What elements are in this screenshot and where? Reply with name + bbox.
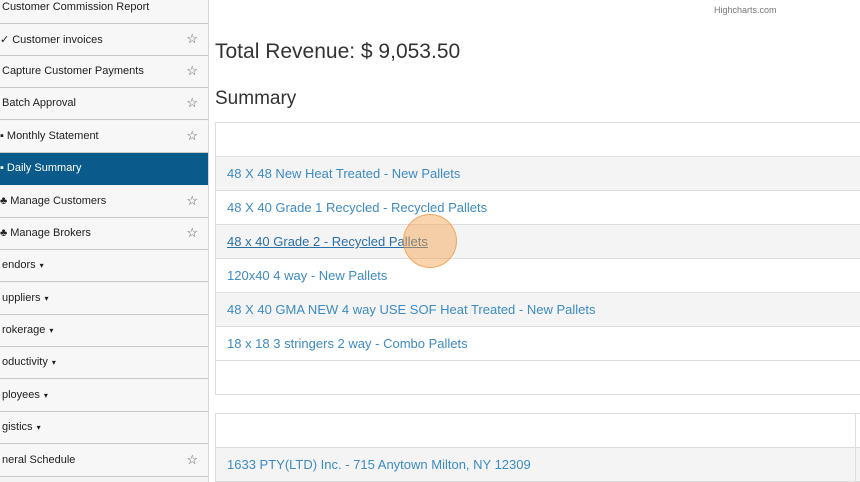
sidebar-item[interactable]: ployees ▾ <box>0 380 208 412</box>
sidebar-item-text: ployees <box>2 389 40 401</box>
sidebar-item-label: gistics ▾ <box>2 421 41 433</box>
sidebar-item-text: Manage Brokers <box>10 227 91 239</box>
sidebar-item-text: Batch Approval <box>2 97 76 109</box>
favorite-star-icon[interactable]: ☆ <box>186 95 198 110</box>
customer-link[interactable]: 1633 PTY(LTD) Inc. - 715 Anytown Milton,… <box>227 457 531 472</box>
total-revenue: Total Revenue: $ 9,053.50 <box>215 40 461 63</box>
caret-down-icon: ▾ <box>43 391 48 400</box>
table-row: 48 x 40 Grade 2 - Recycled Pallets <box>216 225 860 259</box>
product-link[interactable]: 48 x 40 Grade 2 - Recycled Pallets <box>227 234 428 249</box>
favorite-star-icon[interactable]: ☆ <box>186 452 198 467</box>
sidebar-item[interactable]: gistics ▾ <box>0 412 208 444</box>
sidebar-item[interactable]: Customer Commission Report <box>0 0 208 24</box>
favorite-star-icon[interactable]: ☆ <box>186 193 198 208</box>
sidebar-item-label: ✓ Customer invoices <box>0 33 103 46</box>
sidebar-item-label: ▪ Daily Summary <box>0 162 81 174</box>
table-row: 120x40 4 way - New Pallets <box>216 259 860 293</box>
product-link[interactable]: 48 X 48 New Heat Treated - New Pallets <box>227 166 461 181</box>
table-row: 5 <box>216 414 860 448</box>
sidebar-item[interactable]: neral Schedule ☆ <box>0 445 208 477</box>
sidebar-item[interactable]: uppliers ▾ <box>0 283 208 315</box>
table-row <box>216 123 860 157</box>
sidebar-item-text: Daily Summary <box>6 162 82 174</box>
product-link[interactable]: 48 X 40 Grade 1 Recycled - Recycled Pall… <box>227 200 488 215</box>
sidebar-item-label: ▪ Monthly Statement <box>0 130 99 142</box>
sidebar-item-label: Batch Approval <box>2 97 76 109</box>
sidebar-item[interactable]: oductivity ▾ <box>0 347 208 379</box>
sidebar-item[interactable]: ▪ Monthly Statement ☆ <box>0 121 208 153</box>
product-summary-table: 48 X 48 New Heat Treated - New Pallets 48… <box>215 122 860 395</box>
sidebar-item-label: rokerage ▾ <box>2 324 53 336</box>
sidebar-item[interactable]: ▪ Daily Summary <box>0 153 208 185</box>
table-row <box>216 361 860 395</box>
sidebar-item[interactable]: ♣ Manage Customers ☆ <box>0 186 208 218</box>
sidebar-item-label: Customer Commission Report <box>2 1 149 13</box>
sidebar-item[interactable]: ✓ Customer invoices ☆ <box>0 24 208 56</box>
product-link[interactable]: 120x40 4 way - New Pallets <box>227 268 388 283</box>
favorite-star-icon[interactable]: ☆ <box>186 128 198 143</box>
product-link[interactable]: 18 x 18 3 stringers 2 way - Combo Pallet… <box>227 336 468 351</box>
sidebar-item-text: Monthly Statement <box>6 130 99 142</box>
click-highlight-indicator <box>403 214 457 268</box>
sidebar-item-icon: ▪ <box>0 130 4 142</box>
sidebar-item-text: rokerage <box>2 324 46 336</box>
sidebar-item-label: uppliers ▾ <box>2 292 49 304</box>
caret-down-icon: ▾ <box>49 326 54 335</box>
sidebar-item-icon: ♣ <box>0 227 8 239</box>
customer-summary-table: 5 1633 PTY(LTD) Inc. - 715 Anytown Milton… <box>215 413 860 482</box>
sidebar-item[interactable]: endors ▾ <box>0 250 208 282</box>
sidebar-item-label: neral Schedule <box>2 454 75 466</box>
sidebar-item-text: oductivity <box>2 356 48 368</box>
caret-down-icon: ▾ <box>39 261 44 270</box>
sidebar-item-icon: ▪ <box>0 162 4 174</box>
sidebar-item-text: Customer invoices <box>12 34 103 46</box>
table-row: 48 X 40 Grade 1 Recycled - Recycled Pall… <box>216 191 860 225</box>
table-row: 48 X 48 New Heat Treated - New Pallets <box>216 157 860 191</box>
sidebar-item[interactable]: ♣ Manage Brokers ☆ <box>0 218 208 250</box>
sidebar-item-icon: ♣ <box>0 195 8 207</box>
sidebar-item-text: Capture Customer Payments <box>2 65 144 77</box>
sidebar-item-text: gistics <box>2 421 33 433</box>
sidebar-item-label: Capture Customer Payments <box>2 65 144 77</box>
table-row: 48 X 40 GMA NEW 4 way USE SOF Heat Treat… <box>216 293 860 327</box>
sidebar-item-text: neral Schedule <box>2 454 76 466</box>
highcharts-credit[interactable]: Highcharts.com <box>714 5 777 15</box>
favorite-star-icon[interactable]: ☆ <box>186 225 198 240</box>
favorite-star-icon[interactable]: ☆ <box>186 63 198 78</box>
sidebar: Customer Commission Report ✓ Customer invo… <box>0 0 209 482</box>
sidebar-item-icon: ✓ <box>0 34 10 46</box>
table-row: 18 x 18 3 stringers 2 way - Combo Pallet… <box>216 327 860 361</box>
column-divider <box>855 414 856 447</box>
table-row: 1633 PTY(LTD) Inc. - 715 Anytown Milton,… <box>216 448 860 482</box>
sidebar-item-text: Customer Commission Report <box>2 1 150 13</box>
sidebar-item-label: ployees ▾ <box>2 389 48 401</box>
sidebar-item[interactable]: Batch Approval ☆ <box>0 88 208 120</box>
caret-down-icon: ▾ <box>44 294 49 303</box>
sidebar-item-label: endors ▾ <box>2 259 44 271</box>
sidebar-item-text: uppliers <box>2 292 41 304</box>
column-divider <box>855 448 856 481</box>
sidebar-item[interactable]: Capture Customer Payments ☆ <box>0 56 208 88</box>
caret-down-icon: ▾ <box>51 358 56 367</box>
product-link[interactable]: 48 X 40 GMA NEW 4 way USE SOF Heat Treat… <box>227 302 596 317</box>
favorite-star-icon[interactable]: ☆ <box>186 31 198 46</box>
summary-heading: Summary <box>215 88 297 109</box>
sidebar-item-text: Manage Customers <box>10 195 107 207</box>
sidebar-item-label: ♣ Manage Brokers <box>0 227 91 239</box>
sidebar-item-label: ♣ Manage Customers <box>0 195 106 207</box>
sidebar-item[interactable]: rokerage ▾ <box>0 315 208 347</box>
sidebar-item-label: oductivity ▾ <box>2 356 56 368</box>
sidebar-item-text: endors <box>2 259 36 271</box>
main-content: Highcharts.com Total Revenue: $ 9,053.50… <box>208 0 860 482</box>
caret-down-icon: ▾ <box>36 423 41 432</box>
